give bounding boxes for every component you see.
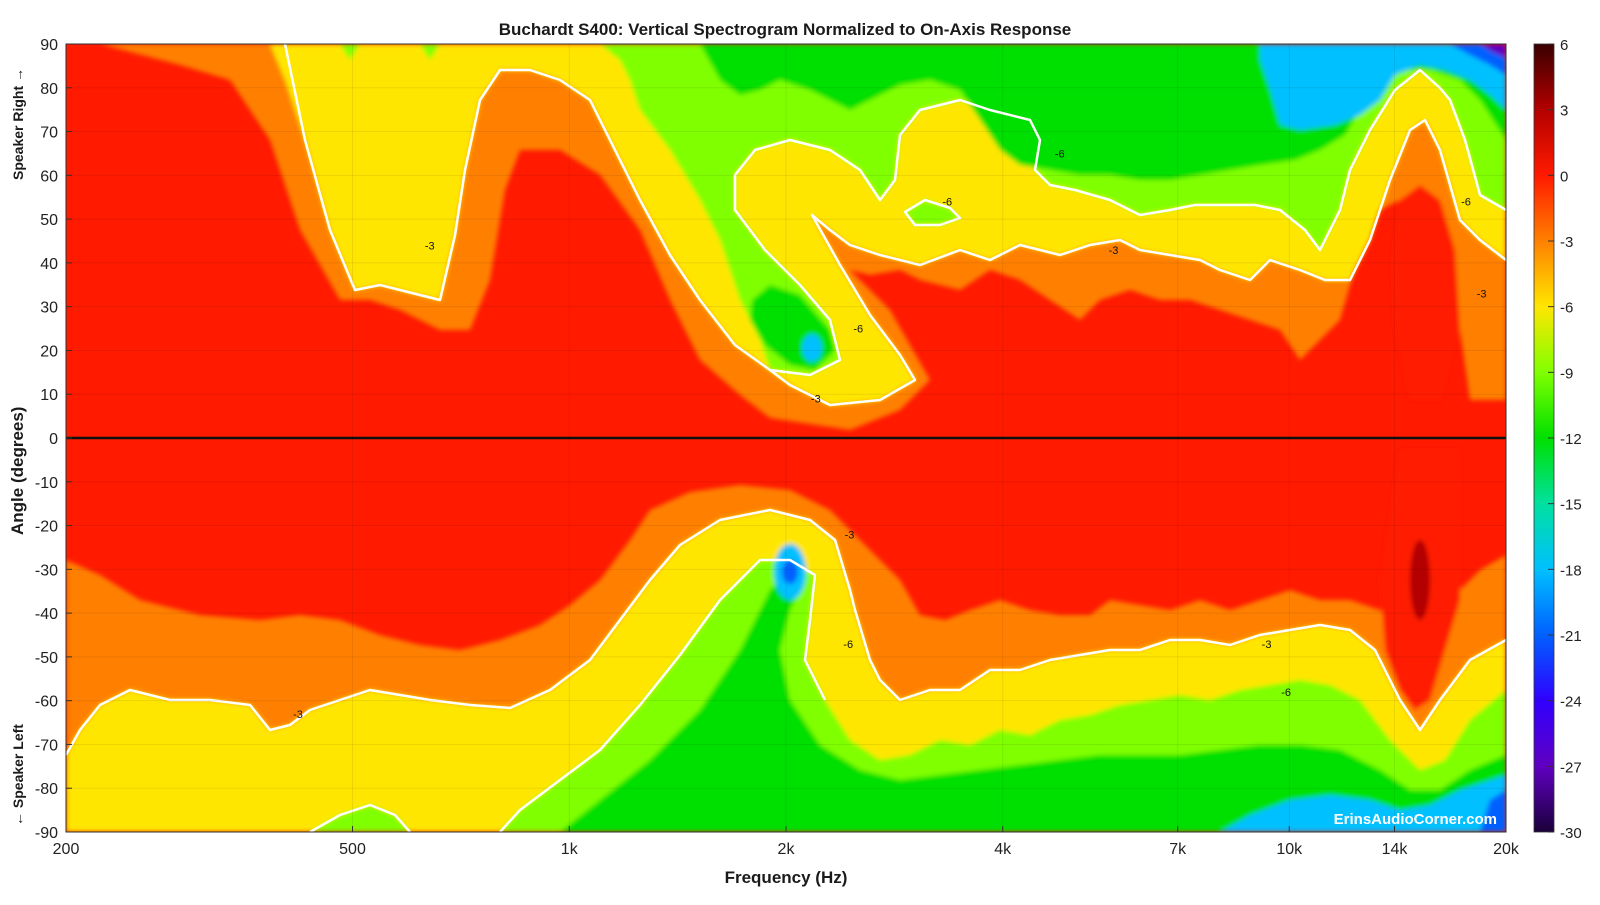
colorbar-tick-label: 3 <box>1560 103 1568 120</box>
region-blue-blob-lower <box>782 560 798 584</box>
contour-label: -3 <box>845 529 855 541</box>
colorbar-tick-label: -27 <box>1560 759 1582 776</box>
y-tick-label: 30 <box>40 300 58 317</box>
contour-label: -6 <box>1281 687 1291 699</box>
x-tick-label: 4k <box>994 841 1012 858</box>
x-tick-label: 200 <box>53 841 80 858</box>
contour-lines <box>66 44 1506 832</box>
y-tick-label: 20 <box>40 343 58 360</box>
x-tick-label: 20k <box>1493 841 1520 858</box>
y-tick-label: 80 <box>40 81 58 98</box>
colorbar-tick-label: -6 <box>1560 300 1573 317</box>
y-tick-label: 40 <box>40 256 58 273</box>
y-tick-label: -40 <box>35 606 58 623</box>
region-red-tower-upper <box>1392 185 1460 400</box>
x-tick-label: 14k <box>1382 841 1409 858</box>
contour-label: -3 <box>425 240 435 252</box>
watermark: ErinsAudioCorner.com <box>1333 811 1497 828</box>
colorbar-tick-label: -3 <box>1560 234 1573 251</box>
y-axis-label-top: Speaker Right → <box>10 67 26 180</box>
y-axis-label: Angle (degrees) <box>8 406 27 535</box>
colorbar-tick-label: 0 <box>1560 168 1568 185</box>
contour-label: -6 <box>1055 148 1065 160</box>
colorbar-tick-label: -15 <box>1560 497 1582 514</box>
x-tick-label: 10k <box>1276 841 1303 858</box>
y-tick-label: -20 <box>35 519 58 536</box>
y-tick-label: 60 <box>40 168 58 185</box>
contour-label: -3 <box>1477 289 1487 301</box>
colorbar-ticks: 6 3 0 -3 -6 -9 -12 -15 -18 -21 -24 -27 -30 <box>1548 37 1582 842</box>
contour-minus6-pocket <box>733 68 1506 377</box>
y-tick-label: -30 <box>35 562 58 579</box>
contour-minus6-lower-pocket <box>499 558 827 832</box>
y-tick-label: -90 <box>35 825 58 842</box>
y-tick-label: -60 <box>35 694 58 711</box>
y-axis-ticks: 90 80 70 60 50 40 30 20 10 0 -10 -20 -30 -40 -50 -60 -70… <box>35 37 72 842</box>
plot-area <box>66 44 1506 832</box>
x-tick-label: 7k <box>1169 841 1187 858</box>
region-darkgreen-bottom <box>560 570 1506 832</box>
colorbar-tick-label: -24 <box>1560 694 1582 711</box>
y-tick-label: -50 <box>35 650 58 667</box>
contour-minus6-blob <box>903 198 962 227</box>
y-tick-label: 10 <box>40 387 58 404</box>
region-cyan-blob-upper <box>802 334 822 362</box>
contour-label: -6 <box>942 197 952 209</box>
colorbar-tick-label: 6 <box>1560 37 1568 54</box>
contour-label: -6 <box>843 639 853 651</box>
contour-minus6-top <box>283 44 1506 407</box>
x-axis-ticks: 200 500 1k 2k 4k 7k 10k 14k 20k <box>53 826 1520 858</box>
colorbar-tick-label: -30 <box>1560 825 1582 842</box>
contour-label: -6 <box>1461 197 1471 209</box>
y-tick-label: 70 <box>40 125 58 142</box>
region-green-blob-3k <box>905 200 960 225</box>
colorbar-tick-label: -9 <box>1560 365 1573 382</box>
y-tick-label: 90 <box>40 37 58 54</box>
region-blue-bottom <box>1480 790 1506 832</box>
region-darkred-tower <box>1410 540 1430 620</box>
region-violet-top <box>1480 44 1506 58</box>
y-tick-label: -80 <box>35 781 58 798</box>
x-tick-label: 1k <box>561 841 579 858</box>
x-tick-label: 500 <box>339 841 366 858</box>
contour-minus9-bottom-left <box>309 803 411 832</box>
region-cyan-bottom <box>1220 775 1506 832</box>
region-cyan-top <box>1260 44 1506 130</box>
contour-label: -3 <box>811 394 821 406</box>
chart-title: Buchardt S400: Vertical Spectrogram Norm… <box>498 20 1072 39</box>
colorbar-tick-label: -12 <box>1560 431 1582 448</box>
contour-label: -3 <box>293 709 303 721</box>
x-axis-label: Frequency (Hz) <box>724 868 848 887</box>
contour-label: -3 <box>1109 245 1119 257</box>
y-tick-label: 0 <box>49 431 58 448</box>
colorbar-tick-label: -18 <box>1560 562 1582 579</box>
colorbar-tick-label: -21 <box>1560 628 1582 645</box>
y-axis-label-bottom: ← Speaker Left <box>10 724 26 826</box>
x-tick-label: 2k <box>778 841 796 858</box>
contour-label: -3 <box>1262 639 1272 651</box>
y-tick-label: -10 <box>35 475 58 492</box>
contour-labels: -3 -6 -6 -3 -6 -3 -6 -3 -3 -6 -3 -6 -3 <box>293 148 1486 720</box>
contour-minus6-bottom <box>66 508 1506 756</box>
contour-label: -6 <box>853 324 863 336</box>
y-tick-label: -70 <box>35 737 58 754</box>
region-orange-island <box>1033 256 1073 274</box>
y-tick-label: 50 <box>40 212 58 229</box>
